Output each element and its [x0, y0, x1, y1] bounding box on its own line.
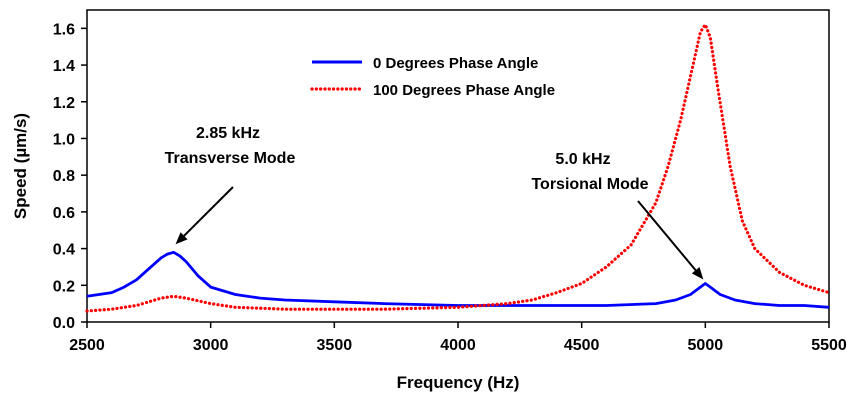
annotation-transverse-frequency: 2.85 kHz [196, 125, 260, 142]
x-axis: 2500 3000 3500 4000 4500 5000 5500 [69, 322, 847, 354]
x-axis-title: Frequency (Hz) [397, 373, 520, 392]
y-tick-label: 0.0 [53, 315, 75, 332]
legend: 0 Degrees Phase Angle 100 Degrees Phase … [310, 55, 555, 99]
y-tick-label: 0.6 [53, 205, 75, 222]
annotation-transverse-mode: Transverse Mode [165, 150, 296, 167]
x-tick-label: 3500 [317, 337, 353, 354]
y-axis-title: Speed (µm/s) [11, 113, 30, 219]
y-tick-label: 0.2 [53, 278, 75, 295]
x-tick-label: 4500 [564, 337, 600, 354]
legend-label-0-degrees: 0 Degrees Phase Angle [373, 55, 538, 72]
series-line-100-degrees [85, 21, 831, 313]
x-tick-label: 3000 [193, 337, 229, 354]
annotation-torsional-arrow [637, 200, 697, 271]
x-tick-label: 5500 [811, 337, 847, 354]
annotation-torsional-arrowhead [691, 267, 704, 280]
y-tick-label: 1.4 [53, 58, 75, 75]
x-tick-label: 5000 [688, 337, 724, 354]
y-axis: 0.0 0.2 0.4 0.6 0.8 1.0 1.2 1.4 1.6 [53, 21, 87, 332]
legend-label-100-degrees: 100 Degrees Phase Angle [373, 82, 555, 99]
y-tick-label: 0.4 [53, 242, 75, 259]
series-line-0-degrees [86, 250, 830, 309]
y-tick-label: 1.2 [53, 95, 75, 112]
annotation-transverse-arrow [183, 186, 234, 237]
annotation-transverse-arrowhead [175, 232, 188, 245]
annotation-torsional-frequency: 5.0 kHz [555, 151, 610, 168]
annotation-torsional-mode: Torsional Mode [531, 176, 648, 193]
x-tick-label: 4000 [440, 337, 476, 354]
y-tick-label: 0.8 [53, 168, 75, 185]
x-tick-label: 2500 [69, 337, 105, 354]
y-tick-label: 1.6 [53, 21, 75, 38]
y-tick-label: 1.0 [53, 131, 75, 148]
annotations: 2.85 kHz Transverse Mode 5.0 kHz Torsion… [165, 125, 704, 280]
series-layer [85, 21, 831, 313]
